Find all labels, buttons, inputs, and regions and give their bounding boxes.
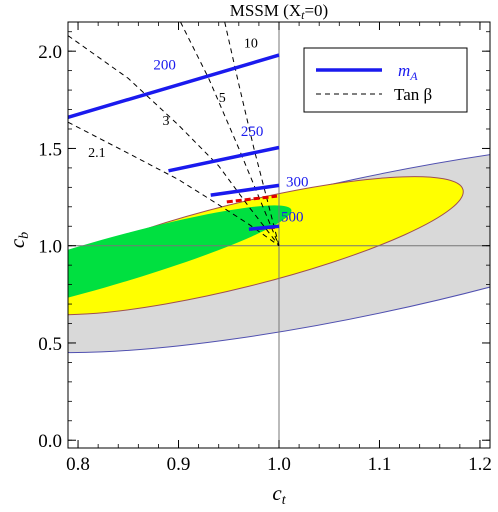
y-axis-label: cb xyxy=(5,232,32,248)
tanb-label-3: 3 xyxy=(162,114,169,129)
ma-line-250 xyxy=(168,145,280,173)
legend-label-tanb: Tan β xyxy=(394,85,432,104)
x-tick-label: 0.9 xyxy=(167,454,191,475)
ma-line-200 xyxy=(68,53,280,119)
axis-ticks: 0.8 0.9 1.0 1.1 1.2 0.0 0.5 1.0 1.5 2.0 xyxy=(38,22,492,475)
tanb-curve-2.1 xyxy=(68,121,280,247)
legend-box xyxy=(303,47,468,113)
tanb-curve-5 xyxy=(180,22,280,246)
x-tick-label: 0.8 xyxy=(66,454,90,475)
x-tick-label: 1.1 xyxy=(368,454,392,475)
tanb-curves xyxy=(68,22,280,247)
ma-label-300: 300 xyxy=(286,174,309,190)
y-tick-label: 1.5 xyxy=(38,139,62,160)
chart-title: MSSM (Xt=0) xyxy=(230,1,328,22)
ma-line-500 xyxy=(248,224,280,231)
legend: mA Tan β xyxy=(303,47,468,113)
tanb-curve-10 xyxy=(224,22,280,246)
legend-label-ma: mA xyxy=(398,61,418,83)
y-tick-label: 0.5 xyxy=(38,334,62,355)
tanb-curve-3 xyxy=(68,35,280,247)
region-inner xyxy=(68,205,292,325)
tanb-label-5: 5 xyxy=(219,91,226,106)
ma-label-500: 500 xyxy=(281,209,304,225)
x-tick-label: 1.0 xyxy=(267,454,291,475)
tanb-label-10: 10 xyxy=(244,36,258,51)
y-tick-label: 1.0 xyxy=(38,237,62,258)
series-labels: 2.1 3 5 10 200 250 300 500 xyxy=(88,36,308,225)
ma-lines xyxy=(68,53,280,231)
x-axis-label: ct xyxy=(272,481,286,508)
ma-label-250: 250 xyxy=(241,124,263,140)
y-tick-label: 2.0 xyxy=(38,42,62,63)
x-tick-label: 1.2 xyxy=(468,454,492,475)
tanb-label-2.1: 2.1 xyxy=(88,146,106,161)
ma-label-200: 200 xyxy=(153,58,176,74)
ma-line-300 xyxy=(210,183,280,197)
y-tick-label: 0.0 xyxy=(38,431,62,452)
